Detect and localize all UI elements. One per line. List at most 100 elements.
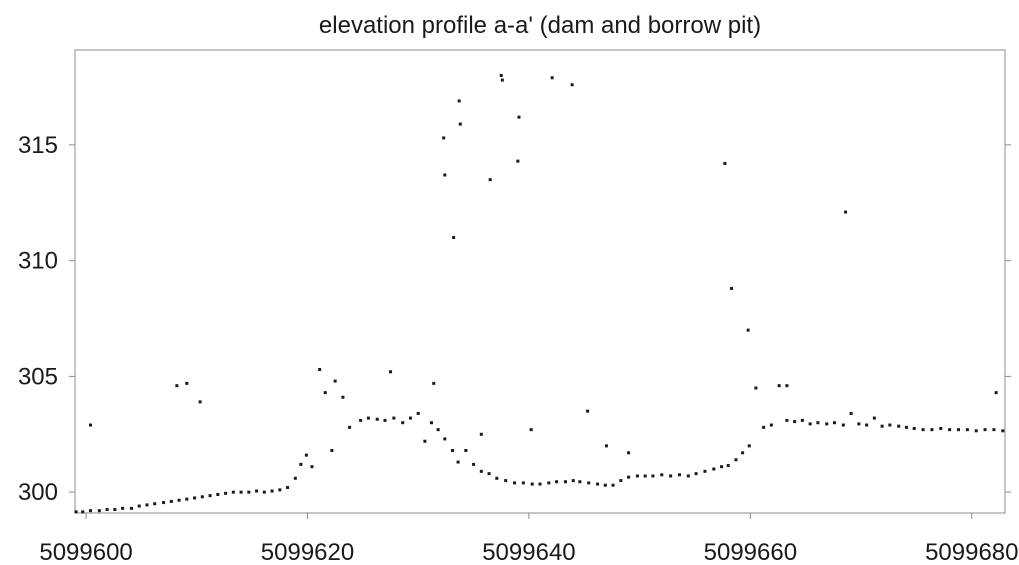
data-point xyxy=(686,474,690,478)
data-point xyxy=(153,502,157,506)
data-point xyxy=(857,422,861,426)
data-point xyxy=(457,99,461,103)
data-point xyxy=(175,384,179,388)
data-point xyxy=(239,490,243,494)
data-point xyxy=(247,490,251,494)
data-point xyxy=(513,481,517,485)
data-point xyxy=(694,472,698,476)
data-point xyxy=(504,479,508,483)
data-point xyxy=(769,423,773,427)
data-point xyxy=(341,395,345,399)
data-point xyxy=(635,474,639,478)
data-point xyxy=(432,381,436,385)
data-point xyxy=(81,510,85,514)
data-point xyxy=(208,494,212,498)
x-tick-label: 5099620 xyxy=(261,539,354,565)
data-point xyxy=(921,428,925,432)
data-point xyxy=(89,509,92,513)
data-point xyxy=(495,476,499,480)
data-point xyxy=(785,384,789,388)
data-point xyxy=(603,483,607,487)
data-point xyxy=(904,425,908,429)
data-point xyxy=(137,504,141,508)
data-point xyxy=(304,453,308,457)
data-point xyxy=(660,473,664,477)
data-point xyxy=(619,479,623,483)
data-point xyxy=(872,416,876,420)
data-point xyxy=(746,328,750,332)
data-point xyxy=(793,420,797,424)
data-point xyxy=(375,417,379,421)
data-point xyxy=(939,427,943,431)
data-point xyxy=(550,76,554,80)
data-point xyxy=(983,428,987,432)
data-point xyxy=(366,416,370,420)
data-point xyxy=(669,474,673,478)
data-point xyxy=(499,73,503,77)
data-point xyxy=(310,465,314,469)
data-point xyxy=(720,465,724,469)
data-points xyxy=(74,73,1005,514)
data-point xyxy=(200,495,204,499)
data-point xyxy=(516,159,520,163)
y-tick-label: 315 xyxy=(18,132,58,159)
x-axis: 5099600 5099620 5099640 5099660 5099680 xyxy=(39,513,1019,565)
data-point xyxy=(443,173,447,177)
data-point xyxy=(359,418,363,422)
data-point xyxy=(994,391,998,395)
data-point xyxy=(500,78,504,82)
data-point xyxy=(442,136,446,140)
data-point xyxy=(145,503,149,507)
data-point xyxy=(912,427,916,431)
data-point xyxy=(451,448,455,452)
data-point xyxy=(193,496,197,500)
data-point xyxy=(479,469,483,473)
data-point xyxy=(270,489,274,493)
data-point xyxy=(1001,429,1005,433)
data-point xyxy=(563,480,567,484)
data-point xyxy=(472,462,476,466)
data-point xyxy=(880,424,884,428)
x-tick-label: 5099680 xyxy=(925,539,1018,565)
chart-title: elevation profile a-a' (dam and borrow p… xyxy=(319,12,761,39)
data-point xyxy=(785,418,789,422)
x-tick-label: 5099660 xyxy=(704,539,797,565)
data-point xyxy=(604,444,608,448)
data-point xyxy=(741,451,745,455)
data-point xyxy=(538,482,542,486)
data-point xyxy=(97,509,101,513)
data-point xyxy=(627,451,631,455)
data-point xyxy=(800,418,804,422)
data-point xyxy=(587,481,591,485)
data-point xyxy=(723,161,727,165)
data-point xyxy=(162,501,166,505)
data-point xyxy=(571,479,575,483)
data-point xyxy=(185,497,189,501)
data-point xyxy=(401,421,405,425)
data-point xyxy=(408,416,412,420)
data-point xyxy=(570,83,574,87)
data-point xyxy=(777,384,781,388)
data-point xyxy=(816,421,820,425)
data-point xyxy=(611,483,615,487)
y-axis: 300 305 310 315 xyxy=(18,132,1011,506)
data-point xyxy=(747,444,751,448)
data-point xyxy=(703,469,707,473)
data-point xyxy=(897,424,901,428)
data-point xyxy=(185,381,189,385)
data-point xyxy=(105,508,109,512)
data-point xyxy=(224,491,228,495)
data-point xyxy=(436,428,440,432)
data-point xyxy=(479,432,483,436)
data-point xyxy=(888,423,892,427)
data-point xyxy=(974,429,978,433)
data-point xyxy=(555,480,559,484)
data-point xyxy=(849,411,853,415)
data-point xyxy=(726,464,730,468)
data-point xyxy=(129,506,133,510)
data-point xyxy=(651,474,655,478)
data-point xyxy=(383,418,387,422)
data-point xyxy=(488,178,492,182)
x-tick-label: 5099600 xyxy=(39,539,132,565)
